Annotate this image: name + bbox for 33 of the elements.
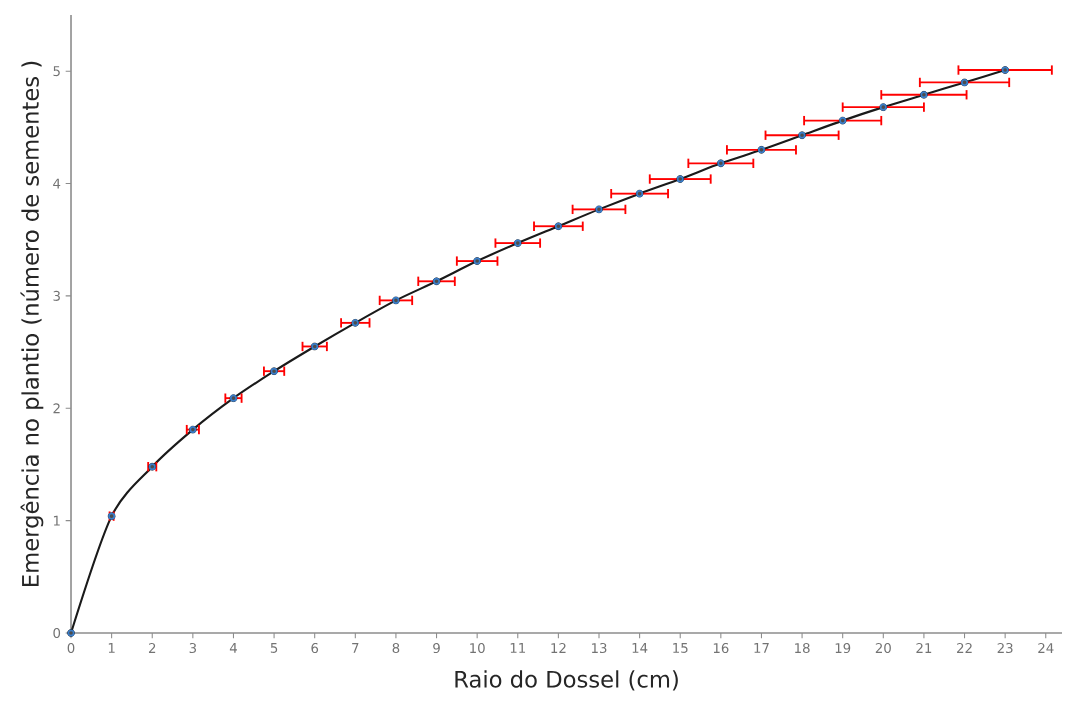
x-tick-label: 16	[713, 643, 729, 654]
x-tick-label: 4	[229, 643, 237, 653]
x-tick-label: 19	[835, 643, 851, 654]
y-tick-label: 0	[53, 627, 61, 639]
x-tick-label: 20	[875, 643, 891, 654]
x-tick-label: 12	[551, 643, 566, 653]
x-tick-label: 11	[510, 643, 526, 653]
x-tick-label: 7	[352, 643, 359, 653]
y-tick-label: 2	[53, 403, 60, 414]
x-tick-label: 13	[591, 643, 607, 654]
x-tick-label: 0	[67, 643, 75, 654]
x-tick-label: 24	[1038, 643, 1054, 653]
y-axis-title: Emergência no plantio (número de sementes )	[20, 61, 44, 586]
x-tick-label: 10	[470, 643, 485, 654]
y-tick-label: 3	[53, 290, 60, 301]
x-axis-title: Raio do Dossel (cm)	[455, 670, 678, 691]
y-tick-label: 5	[53, 66, 60, 77]
x-tick-label: 8	[392, 643, 400, 654]
x-tick-label: 14	[632, 643, 648, 653]
x-tick-label: 15	[673, 643, 688, 653]
y-tick-label: 1	[53, 515, 60, 526]
x-tick-label: 1	[108, 643, 115, 653]
x-tick-label: 18	[795, 643, 810, 654]
x-tick-label: 23	[997, 643, 1013, 654]
x-tick-label: 9	[433, 643, 440, 654]
x-tick-label: 22	[957, 643, 972, 653]
x-tick-label: 2	[148, 643, 156, 653]
x-tick-label: 3	[189, 643, 197, 654]
x-tick-label: 6	[311, 643, 319, 654]
x-tick-label: 5	[270, 643, 278, 653]
x-tick-label: 17	[754, 643, 769, 653]
x-tick-label: 21	[916, 643, 932, 653]
y-tick-label: 4	[53, 178, 61, 189]
